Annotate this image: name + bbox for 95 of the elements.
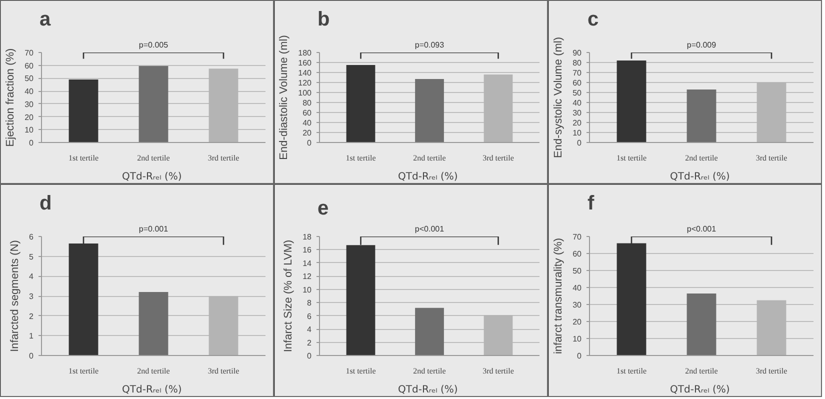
y-tick-label: 100 <box>298 88 312 98</box>
y-tick-label: 60 <box>572 250 582 258</box>
y-tick-label: 40 <box>24 87 34 96</box>
y-tick-label: 60 <box>572 78 582 88</box>
x-tick-label: 2nd tertile <box>413 366 446 376</box>
x-tick-label: 2nd tertile <box>137 366 170 376</box>
x-tick-label: 2nd tertile <box>685 366 718 376</box>
x-tick-label: 3rd tertile <box>208 366 240 376</box>
y-tick-label: 4 <box>307 325 312 334</box>
x-tick-label: 2nd tertile <box>413 154 446 162</box>
y-tick-label: 0 <box>577 352 582 360</box>
x-tick-label: 3rd tertile <box>756 154 788 162</box>
y-tick-label: 60 <box>302 108 312 118</box>
x-tick-label: 3rd tertile <box>208 154 240 162</box>
y-tick-label: 30 <box>572 300 582 310</box>
y-tick-label: 70 <box>572 68 582 78</box>
text: p=0.009 <box>686 40 717 50</box>
chart-title: a <box>40 8 52 30</box>
y-tick-label: 80 <box>572 58 582 68</box>
y-tick-label: 10 <box>24 126 34 135</box>
y-axis-title: Ejection fraction (%) <box>4 48 17 147</box>
text: p=0.005 <box>138 40 169 50</box>
text: p=0.093 <box>414 40 445 50</box>
y-tick-label: 20 <box>572 118 582 128</box>
x-axis-title: QTd-Rᵣₑₗ (%) <box>670 172 730 182</box>
y-tick-label: 0 <box>577 138 582 148</box>
y-tick-label: 6 <box>29 232 34 242</box>
x-tick-label: 1st tertile <box>68 366 99 376</box>
y-tick-label: 120 <box>298 78 312 88</box>
x-axis-title: QTd-Rᵣₑₗ (%) <box>398 172 458 182</box>
y-tick-label: 60 <box>24 61 34 70</box>
y-axis-title: Infarcted segments (N) <box>9 240 22 352</box>
y-tick-label: 40 <box>572 284 582 292</box>
y-tick-label: 10 <box>572 334 582 344</box>
x-tick-label: 1st tertile <box>68 154 99 162</box>
y-axis-title: infarct transmurality (%) <box>552 238 565 354</box>
x-tick-label: 3rd tertile <box>482 366 514 376</box>
y-tick-label: 14 <box>302 258 312 268</box>
y-tick-label: 70 <box>24 48 34 58</box>
y-tick-label: 0 <box>307 138 312 148</box>
y-tick-label: 20 <box>572 318 582 326</box>
x-tick-label: 2nd tertile <box>685 154 718 162</box>
y-tick-label: 2 <box>307 338 312 348</box>
x-axis-title: QTd-Rᵣₑₗ (%) <box>398 384 458 396</box>
y-tick-label: 0 <box>307 352 312 360</box>
y-tick-label: 20 <box>302 128 312 138</box>
y-tick-label: 10 <box>572 128 582 138</box>
y-tick-label: 40 <box>302 118 312 128</box>
x-axis-title: QTd-Rᵣₑₗ (%) <box>670 384 730 396</box>
y-tick-label: 8 <box>307 298 312 308</box>
y-tick-label: 50 <box>572 88 582 98</box>
y-tick-label: 18 <box>302 232 312 242</box>
y-tick-label: 3 <box>29 292 34 301</box>
y-tick-label: 80 <box>302 98 312 108</box>
x-axis-title: QTd-Rᵣₑₗ (%) <box>122 172 182 182</box>
y-axis-title: End-systolic Volume (ml) <box>552 36 565 158</box>
y-tick-label: 30 <box>24 100 34 109</box>
y-tick-label: 0 <box>29 352 34 360</box>
x-tick-label: 3rd tertile <box>482 154 514 162</box>
chart-title: e <box>318 198 329 220</box>
chart-title: c <box>588 8 599 30</box>
y-tick-label: 160 <box>298 58 312 68</box>
y-tick-label: 30 <box>572 108 582 118</box>
y-tick-label: 70 <box>572 232 582 242</box>
y-tick-label: 12 <box>302 272 312 282</box>
y-tick-label: 50 <box>572 266 582 276</box>
x-tick-label: 1st tertile <box>346 366 376 376</box>
y-tick-label: 6 <box>307 312 312 321</box>
y-tick-label: 40 <box>572 98 582 108</box>
y-tick-label: 20 <box>24 112 34 122</box>
y-tick-label: 2 <box>29 312 34 321</box>
y-tick-label: 4 <box>29 272 34 282</box>
chart-title: f <box>588 192 594 214</box>
y-tick-label: 50 <box>24 74 34 84</box>
y-axis-title: Infarct Size (% of LVM) <box>282 240 295 352</box>
x-tick-label: 2nd tertile <box>137 154 170 162</box>
y-tick-label: 16 <box>302 246 312 255</box>
x-tick-label: 1st tertile <box>616 154 647 162</box>
chart-title: b <box>318 8 330 30</box>
x-tick-label: 1st tertile <box>346 154 376 162</box>
x-axis-title: QTd-Rᵣₑₗ (%) <box>122 384 182 396</box>
x-tick-label: 3rd tertile <box>756 366 788 376</box>
y-axis-title: End-diastolic Volume (ml) <box>278 35 290 160</box>
y-tick-label: 180 <box>298 48 312 58</box>
chart-title: d <box>40 192 52 214</box>
text: p<0.001 <box>414 224 445 234</box>
y-tick-label: 1 <box>29 332 34 341</box>
y-tick-label: 90 <box>572 48 582 58</box>
text: p=0.001 <box>138 224 169 234</box>
x-tick-label: 1st tertile <box>616 366 647 376</box>
y-tick-label: 140 <box>298 68 312 78</box>
y-tick-label: 0 <box>29 138 34 148</box>
text: p<0.001 <box>686 224 717 234</box>
y-tick-label: 10 <box>302 285 312 294</box>
y-tick-label: 5 <box>29 252 34 262</box>
